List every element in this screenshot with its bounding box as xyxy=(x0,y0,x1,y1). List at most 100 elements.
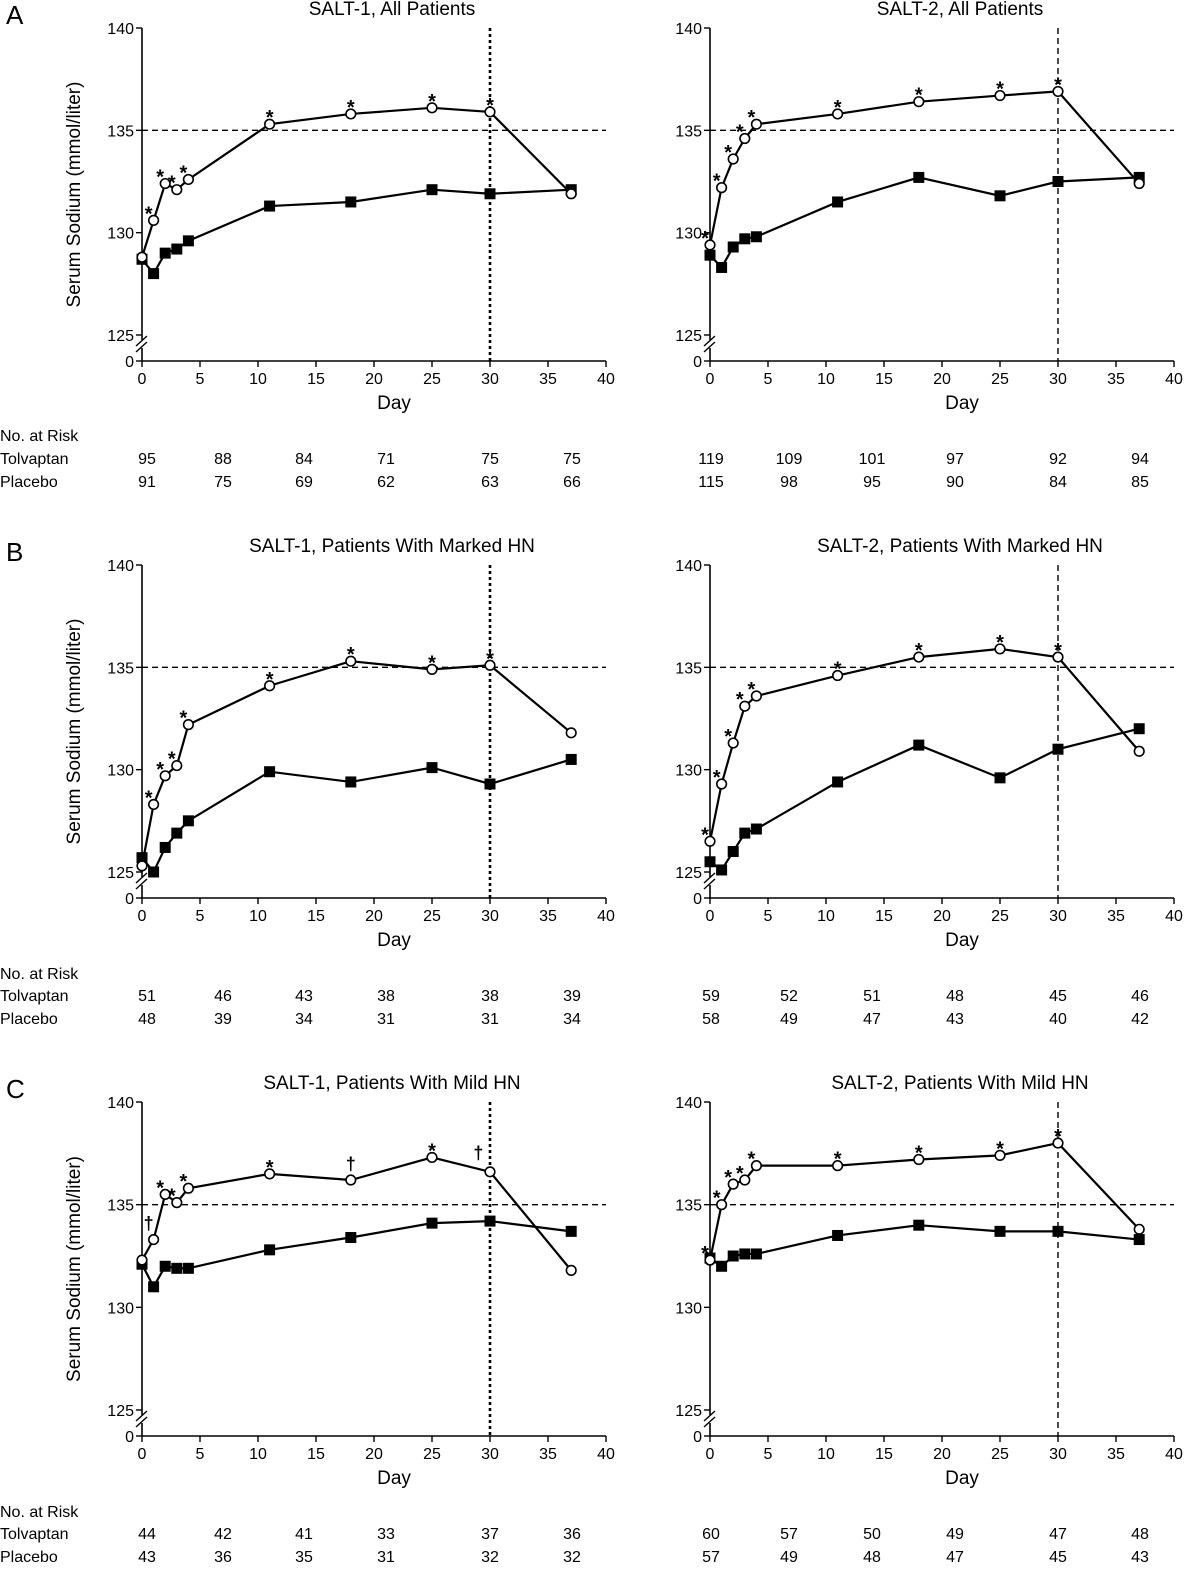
y-tick-label: 140 xyxy=(675,21,702,38)
axis-break-mark xyxy=(135,872,148,884)
significance-asterisk: * xyxy=(486,95,494,117)
placebo-point xyxy=(832,196,844,208)
y-tick-label: 140 xyxy=(107,1095,134,1112)
axis-break-gap xyxy=(134,1415,150,1423)
significance-asterisk: * xyxy=(145,203,153,225)
risk-count: 109 xyxy=(776,451,803,468)
significance-asterisk: * xyxy=(180,1171,188,1193)
x-tick-label: 25 xyxy=(423,1446,441,1463)
significance-asterisk: * xyxy=(701,228,709,250)
significance-asterisk: * xyxy=(701,1243,709,1265)
axis-break-mark xyxy=(703,341,716,353)
risk-count: 49 xyxy=(780,1011,798,1028)
placebo-point xyxy=(136,852,148,864)
risk-count: 58 xyxy=(702,1011,720,1028)
series-line-placebo xyxy=(141,1219,572,1290)
x-tick-label: 30 xyxy=(481,1446,499,1463)
tolvaptan-point xyxy=(148,214,160,226)
risk-count: 47 xyxy=(946,1549,964,1566)
risk-count: 63 xyxy=(481,474,499,491)
significance-asterisk: * xyxy=(996,79,1004,101)
risk-count: 48 xyxy=(1131,1526,1149,1543)
placebo-point xyxy=(832,776,844,788)
y-tick-label: 130 xyxy=(107,1300,134,1317)
chart-panel-2: SALT-2, All Patients 125 130 135 140 00 5 10 15 2… xyxy=(675,0,1183,491)
y-tick-label-zero: 0 xyxy=(693,1429,702,1446)
tolvaptan-point xyxy=(1133,1223,1145,1235)
risk-count: 50 xyxy=(863,1526,881,1543)
tolvaptan-point xyxy=(727,153,739,165)
tolvaptan-point xyxy=(264,118,276,130)
series-line-placebo xyxy=(709,727,1140,872)
significance-asterisk: * xyxy=(156,759,164,781)
x-tick-label: 10 xyxy=(249,908,267,925)
series-line-placebo xyxy=(709,1224,1140,1268)
risk-count: 37 xyxy=(481,1526,499,1543)
risk-count: 97 xyxy=(946,451,964,468)
significance-asterisk: * xyxy=(713,767,721,789)
risk-count: 92 xyxy=(1049,451,1067,468)
x-tick-label: 0 xyxy=(138,371,147,388)
series-line-tolvaptan xyxy=(140,660,572,867)
y-tick-label: 130 xyxy=(675,226,702,243)
placebo-point xyxy=(171,1262,183,1274)
risk-count: 45 xyxy=(1049,988,1067,1005)
tolvaptan-point xyxy=(750,1160,763,1172)
x-axis-label: Day xyxy=(945,393,979,414)
x-tick-label: 5 xyxy=(764,1446,773,1463)
tolvaptan-point xyxy=(264,680,276,692)
x-tick-label: 20 xyxy=(933,908,951,925)
x-tick-label: 35 xyxy=(1107,908,1125,925)
tolvaptan-point xyxy=(750,118,763,130)
chart-title: SALT-1, Patients With Marked HN xyxy=(249,536,535,557)
risk-count: 51 xyxy=(863,988,881,1005)
placebo-point xyxy=(182,1262,194,1274)
risk-count: 71 xyxy=(377,451,395,468)
y-tick-label: 125 xyxy=(107,1403,134,1420)
tolvaptan-point xyxy=(1133,745,1145,757)
significance-asterisk: * xyxy=(428,652,436,674)
series-line-tolvaptan xyxy=(141,1156,573,1272)
significance-asterisk: * xyxy=(736,122,744,144)
placebo-point xyxy=(1052,176,1064,187)
placebo-point xyxy=(148,268,160,280)
x-tick-label: 10 xyxy=(817,908,835,925)
axis-break-mark xyxy=(703,878,716,890)
y-axis-label: Serum Sodium (mmol/liter) xyxy=(64,1156,85,1382)
risk-count: 36 xyxy=(563,1526,581,1543)
risk-count: 90 xyxy=(946,474,964,491)
axis-break-mark xyxy=(135,878,148,890)
x-tick-label: 5 xyxy=(764,908,773,925)
risk-count: 94 xyxy=(1131,451,1149,468)
dagger-marker: † xyxy=(346,1154,356,1174)
axis-break-mark xyxy=(703,1410,716,1422)
risk-count: 32 xyxy=(563,1549,581,1566)
risk-count: 31 xyxy=(481,1011,499,1028)
chart-title: SALT-1, Patients With Mild HN xyxy=(263,1073,520,1094)
y-tick-label: 125 xyxy=(107,328,134,345)
tolvaptan-point xyxy=(182,173,194,186)
risk-row-label: Tolvaptan xyxy=(0,988,69,1005)
placebo-point xyxy=(565,1225,577,1237)
significance-asterisk: * xyxy=(748,107,756,129)
risk-count: 34 xyxy=(563,1011,581,1028)
significance-asterisk: * xyxy=(915,1142,923,1164)
significance-asterisk: * xyxy=(834,659,842,681)
x-tick-label: 10 xyxy=(249,1446,267,1463)
risk-count: 41 xyxy=(295,1526,313,1543)
tolvaptan-point xyxy=(913,1153,925,1166)
chart-panel-4: SALT-2, Patients With Marked HN 125 130 135… xyxy=(675,536,1183,1028)
axis-break-gap xyxy=(702,1415,718,1423)
placebo-point xyxy=(832,1229,844,1241)
x-tick-label: 0 xyxy=(138,1446,147,1463)
placebo-point xyxy=(913,171,925,183)
x-tick-label: 20 xyxy=(365,1446,383,1463)
placebo-point xyxy=(264,200,276,212)
placebo-point xyxy=(994,772,1006,784)
x-tick-label: 35 xyxy=(539,1446,557,1463)
tolvaptan-point xyxy=(739,700,751,712)
risk-count: 39 xyxy=(214,1011,232,1028)
risk-table-title: No. at Risk xyxy=(0,1504,79,1521)
risk-count: 101 xyxy=(859,451,886,468)
